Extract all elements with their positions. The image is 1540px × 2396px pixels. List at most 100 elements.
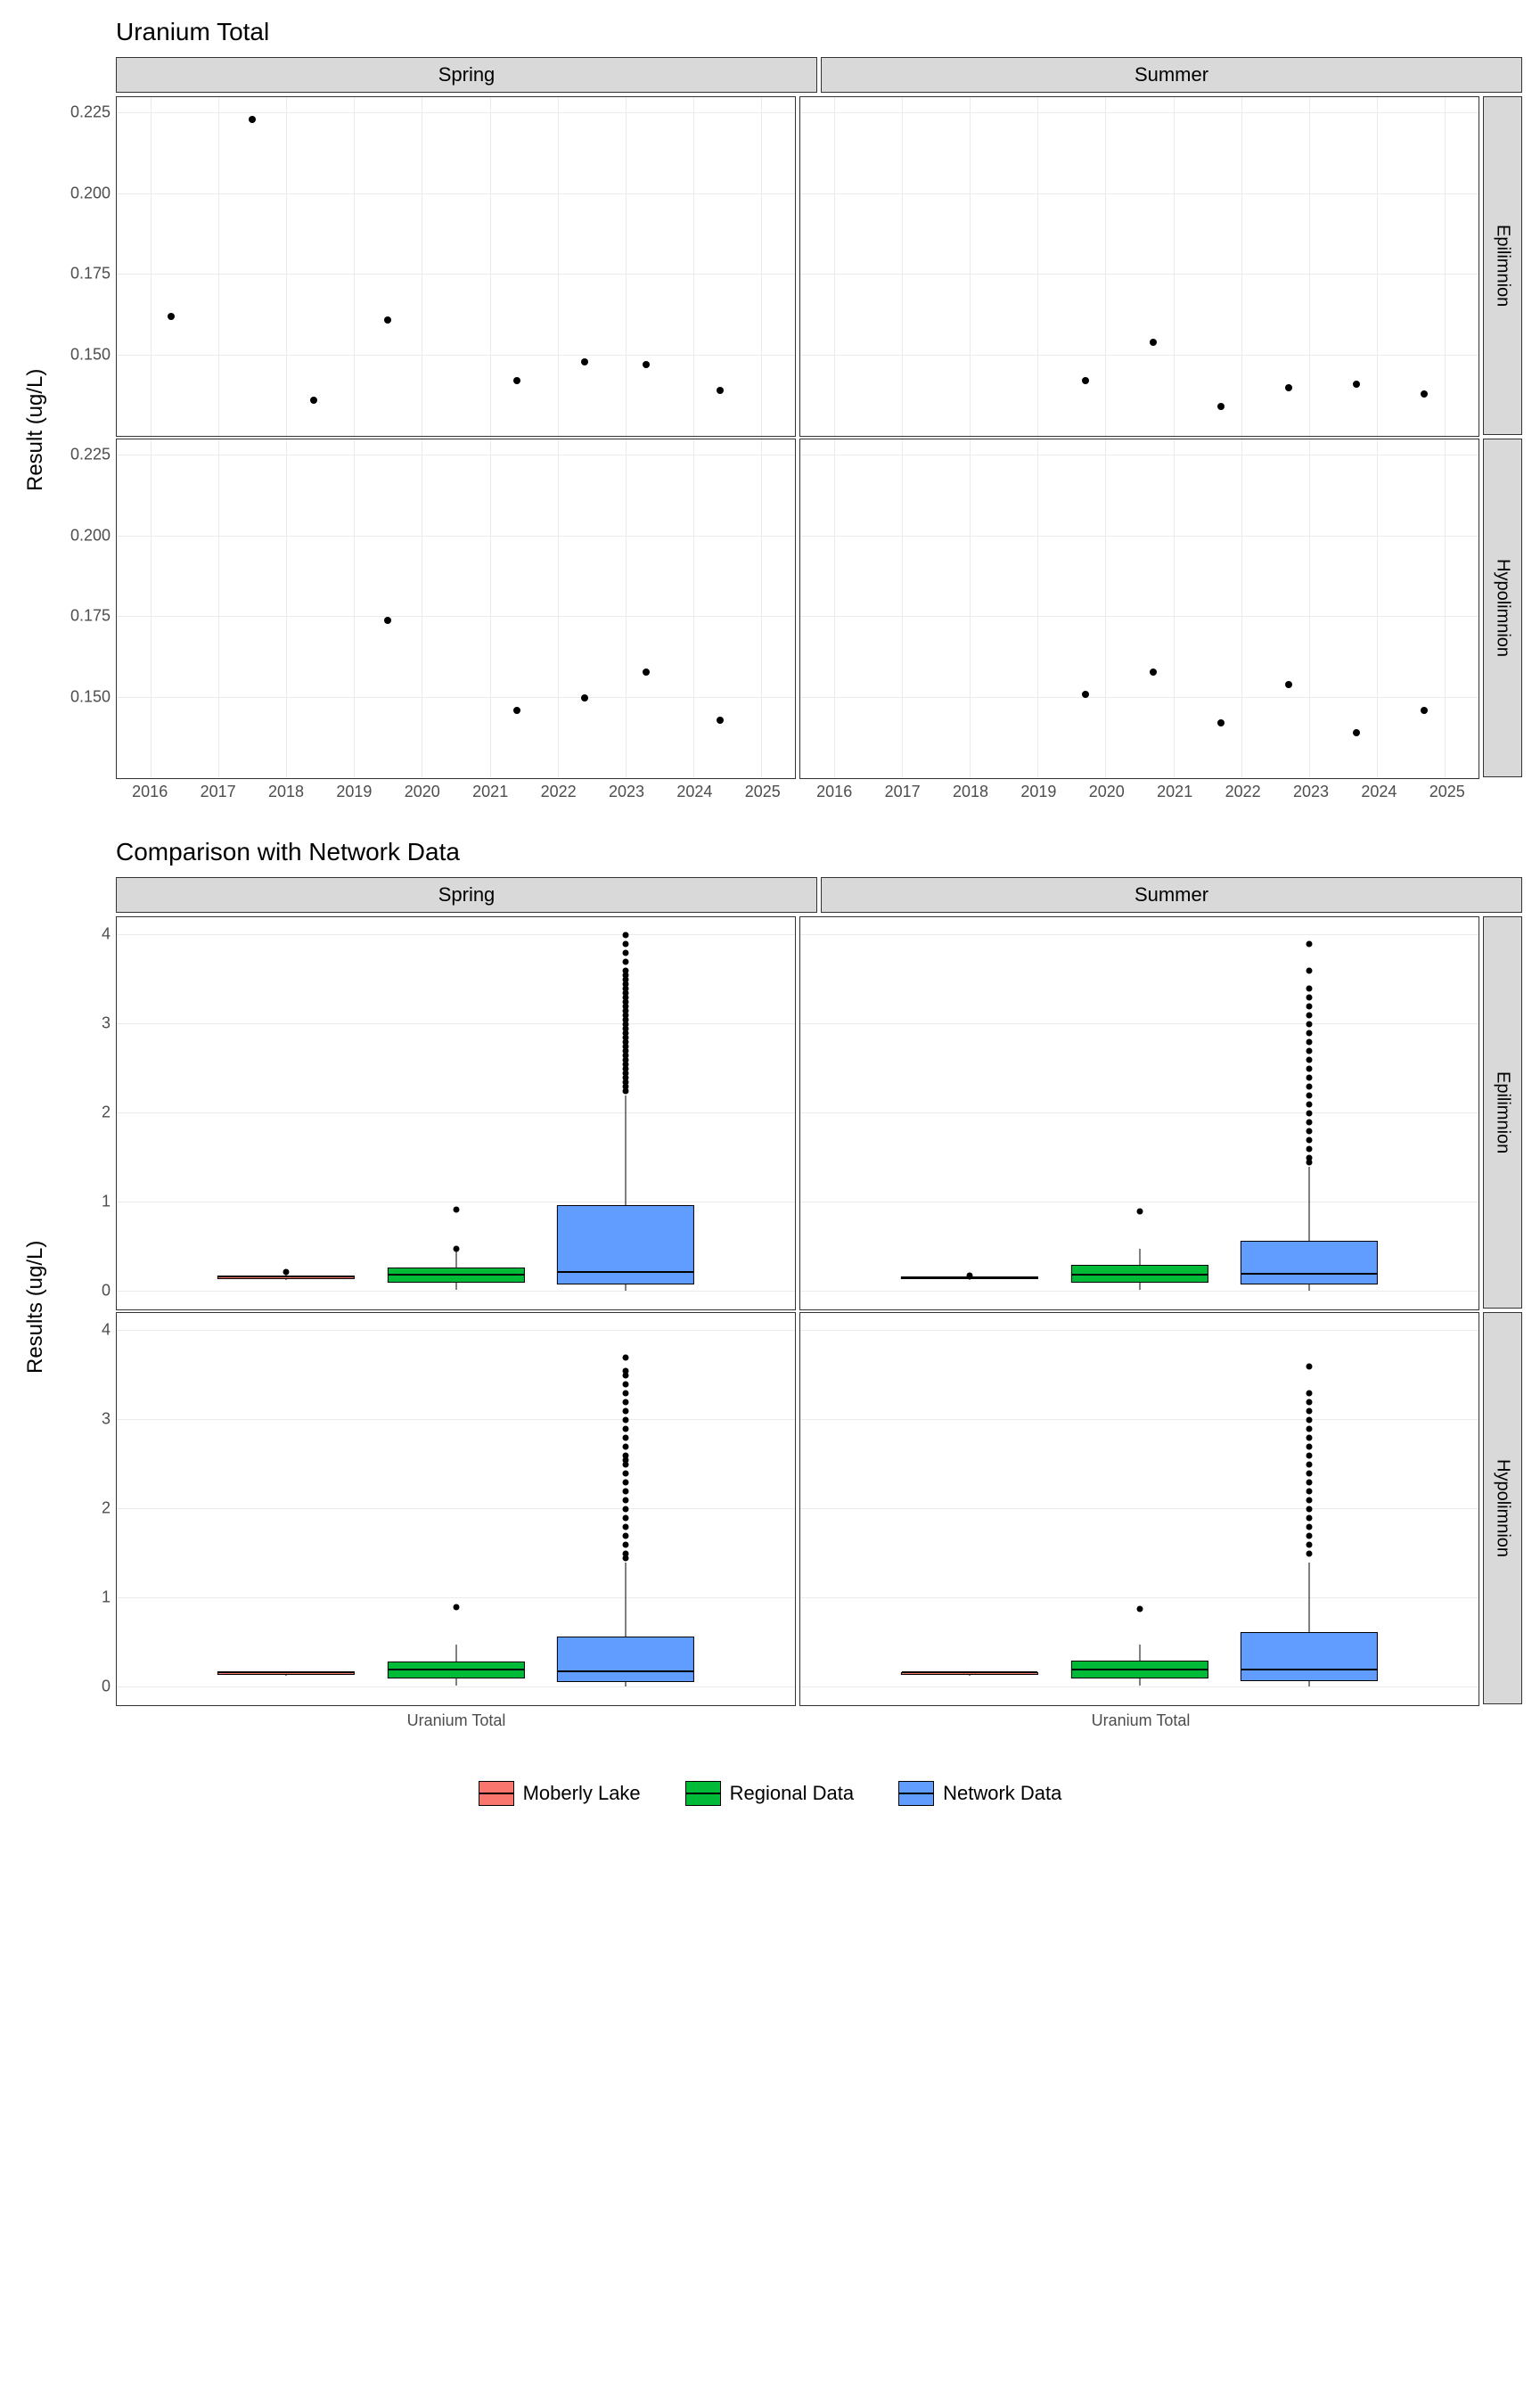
outlier-point (1306, 1075, 1312, 1081)
outlier-point (1306, 1111, 1312, 1117)
outlier-point (1306, 1533, 1312, 1539)
outlier-point (622, 1524, 628, 1530)
outlier-point (1306, 1480, 1312, 1486)
outlier-point (622, 968, 628, 974)
outlier-point (1306, 1506, 1312, 1513)
outlier-point (1306, 1155, 1312, 1161)
outlier-point (1306, 1408, 1312, 1415)
xtick-label: 2017 (885, 783, 921, 801)
outlier-point (1306, 1515, 1312, 1522)
data-point (384, 617, 391, 624)
outlier-point (1306, 1399, 1312, 1406)
scatter-panel (799, 439, 1479, 779)
data-point (581, 358, 588, 365)
boxplot-box (557, 1637, 694, 1682)
data-point (1150, 339, 1157, 346)
boxplot-box (217, 1276, 355, 1279)
ytick-label: 0.200 (70, 526, 111, 545)
ytick-label: 0 (102, 1678, 111, 1696)
facet-row-strip: Hypolimnion (1483, 1312, 1522, 1704)
xtick-label: 2021 (472, 783, 508, 801)
facet-col-strip: Summer (821, 877, 1522, 913)
xtick-label: 2017 (201, 783, 236, 801)
boxplot-box (387, 1662, 524, 1678)
data-point (1150, 669, 1157, 676)
ytick-label: 3 (102, 1410, 111, 1429)
outlier-point (622, 1368, 628, 1374)
box-xlabel: Uranium Total (407, 1711, 506, 1730)
data-point (1285, 681, 1292, 688)
xtick-label: 2018 (268, 783, 304, 801)
boxplot-box (387, 1268, 524, 1283)
data-point (1285, 384, 1292, 391)
xtick-label: 2016 (816, 783, 852, 801)
outlier-point (1136, 1606, 1143, 1612)
ytick-label: 4 (102, 1321, 111, 1340)
outlier-point (622, 1408, 628, 1415)
outlier-point (622, 1417, 628, 1424)
xtick-label: 2023 (609, 783, 644, 801)
data-point (310, 397, 317, 404)
outlier-point (1306, 1435, 1312, 1441)
boxplot-box (217, 1671, 355, 1674)
outlier-point (1306, 1462, 1312, 1468)
outlier-point (622, 1391, 628, 1397)
ytick-label: 0.200 (70, 184, 111, 202)
outlier-point (1306, 1426, 1312, 1432)
data-point (513, 707, 520, 714)
boxplot-box (1070, 1661, 1208, 1678)
facet-row-strip: Hypolimnion (1483, 439, 1522, 777)
outlier-point (622, 1426, 628, 1432)
ytick-label: 2 (102, 1499, 111, 1518)
outlier-point (622, 1551, 628, 1557)
boxplot-box (557, 1205, 694, 1284)
data-point (384, 316, 391, 324)
outlier-point (1306, 1453, 1312, 1459)
legend-label: Network Data (943, 1782, 1061, 1805)
outlier-point (1306, 1146, 1312, 1153)
xtick-label: 2022 (1225, 783, 1261, 801)
xtick-label: 2019 (1020, 783, 1056, 801)
outlier-point (1306, 1057, 1312, 1063)
legend-swatch (898, 1781, 934, 1806)
data-point (643, 361, 650, 368)
outlier-point (1306, 1551, 1312, 1557)
ytick-label: 0.175 (70, 265, 111, 283)
outlier-point (1306, 995, 1312, 1001)
outlier-point (1306, 1137, 1312, 1144)
data-point (581, 694, 588, 702)
outlier-point (1306, 1030, 1312, 1037)
data-point (1082, 377, 1089, 384)
outlier-point (622, 1515, 628, 1522)
outlier-point (1306, 1391, 1312, 1397)
outlier-point (1306, 1039, 1312, 1046)
outlier-point (1136, 1209, 1143, 1215)
outlier-point (622, 1533, 628, 1539)
boxplot-box (1241, 1241, 1378, 1284)
data-point (1353, 381, 1360, 388)
data-point (1353, 729, 1360, 736)
box-panel (116, 1312, 796, 1706)
boxplot-box (901, 1672, 1038, 1675)
outlier-point (622, 1471, 628, 1477)
legend-item: Moberly Lake (479, 1781, 641, 1806)
scatter-panel (116, 96, 796, 437)
outlier-point (1306, 1524, 1312, 1530)
ytick-label: 0.175 (70, 607, 111, 626)
outlier-point (622, 1480, 628, 1486)
xtick-label: 2020 (405, 783, 440, 801)
data-point (1421, 707, 1428, 714)
box-xlabel: Uranium Total (1092, 1711, 1191, 1730)
legend-item: Network Data (898, 1781, 1061, 1806)
box-title: Comparison with Network Data (116, 838, 1522, 866)
outlier-point (1306, 1417, 1312, 1424)
outlier-point (1306, 1004, 1312, 1010)
outlier-point (1306, 1364, 1312, 1370)
outlier-point (1306, 1444, 1312, 1450)
outlier-point (622, 959, 628, 965)
facet-col-strip: Spring (116, 877, 817, 913)
box-panel (799, 1312, 1479, 1706)
facet-col-strip: Spring (116, 57, 817, 93)
outlier-point (622, 1399, 628, 1406)
legend-label: Moberly Lake (523, 1782, 641, 1805)
